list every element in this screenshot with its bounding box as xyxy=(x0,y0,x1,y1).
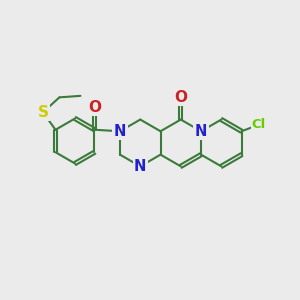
Text: O: O xyxy=(174,89,187,104)
Text: Cl: Cl xyxy=(252,118,266,131)
Text: N: N xyxy=(114,124,126,139)
Text: N: N xyxy=(195,124,207,139)
Text: S: S xyxy=(38,105,48,120)
Text: O: O xyxy=(88,100,101,115)
Text: N: N xyxy=(134,159,146,174)
